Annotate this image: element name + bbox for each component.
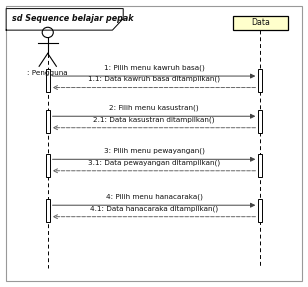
Text: 3.1: Data pewayangan ditampilkan(): 3.1: Data pewayangan ditampilkan(): [88, 159, 220, 166]
Text: 2: Filih menu kasustran(): 2: Filih menu kasustran(): [109, 104, 199, 111]
Text: 4.1: Data hanacaraka ditampilkan(): 4.1: Data hanacaraka ditampilkan(): [90, 205, 218, 212]
Text: sd Sequence belajar pepak: sd Sequence belajar pepak: [12, 14, 133, 24]
Bar: [46, 110, 50, 133]
Text: 1: Pilih menu kawruh basa(): 1: Pilih menu kawruh basa(): [103, 64, 205, 71]
Text: 1.1: Data kawruh basa ditampilkan(): 1.1: Data kawruh basa ditampilkan(): [88, 76, 220, 82]
Bar: [258, 69, 262, 92]
Text: 4: Pilih menu hanacaraka(): 4: Pilih menu hanacaraka(): [106, 193, 202, 200]
Bar: [46, 154, 50, 177]
Text: 2.1: Data kasustran ditampilkan(): 2.1: Data kasustran ditampilkan(): [93, 116, 215, 123]
Bar: [258, 199, 262, 222]
Bar: [258, 154, 262, 177]
Bar: [258, 110, 262, 133]
Bar: [233, 16, 288, 30]
Text: 3: Pilih menu pewayangan(): 3: Pilih menu pewayangan(): [103, 148, 205, 154]
Bar: [46, 199, 50, 222]
Bar: [46, 69, 50, 92]
Text: Data: Data: [251, 18, 270, 27]
Polygon shape: [6, 9, 123, 30]
Text: : Pengguna: : Pengguna: [27, 70, 68, 76]
